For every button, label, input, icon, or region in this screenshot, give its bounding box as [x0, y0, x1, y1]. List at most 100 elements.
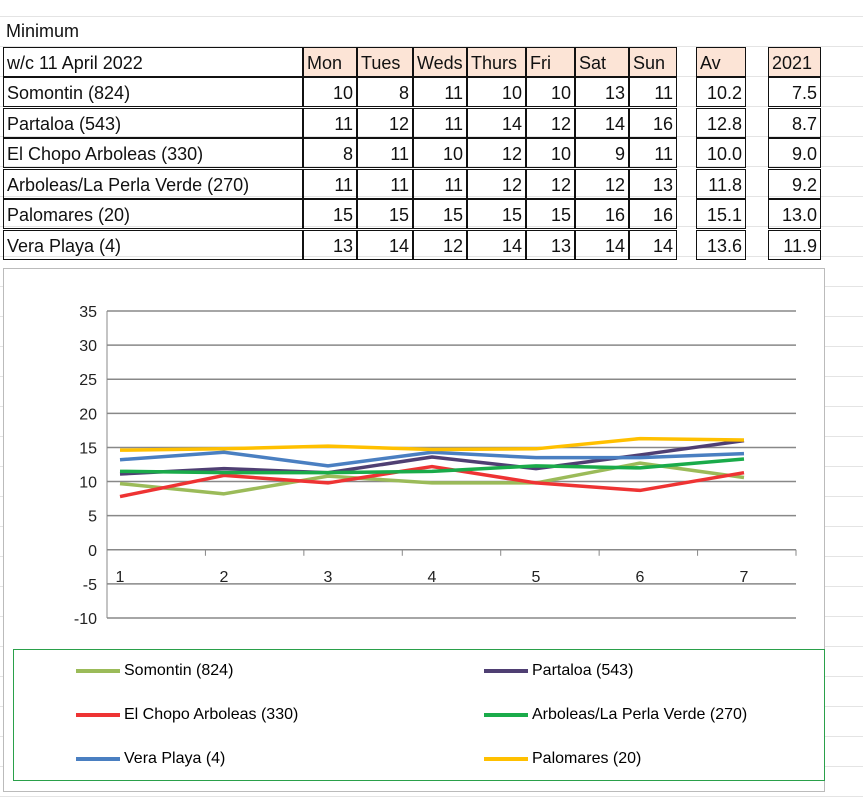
av-header[interactable]: Av [696, 47, 746, 77]
prev-year-value[interactable]: 8.7 [768, 107, 821, 138]
legend-swatch [484, 669, 528, 673]
legend: Somontin (824) Partaloa (543) El Chopo Arb… [13, 649, 825, 781]
legend-item: Vera Playa (4) [76, 750, 225, 768]
legend-item: Arboleas/La Perla Verde (270) [484, 706, 747, 724]
legend-swatch [484, 713, 528, 717]
day-value[interactable]: 10 [526, 77, 575, 107]
week-label[interactable]: w/c 11 April 2022 [3, 47, 303, 77]
day-value[interactable]: 12 [357, 107, 413, 138]
station-name[interactable]: Vera Playa (4) [3, 229, 303, 260]
station-name[interactable]: Palomares (20) [3, 199, 303, 229]
day-header[interactable]: Sun [629, 47, 677, 77]
day-value[interactable]: 11 [303, 107, 357, 138]
legend-item: El Chopo Arboleas (330) [76, 706, 298, 724]
day-value[interactable]: 11 [629, 138, 677, 168]
day-header[interactable]: Tues [357, 47, 413, 77]
day-value[interactable]: 12 [526, 107, 575, 138]
day-value[interactable]: 15 [357, 199, 413, 229]
day-value[interactable]: 14 [575, 107, 629, 138]
y-tick-label: 20 [79, 406, 97, 423]
y-tick-label: -10 [74, 611, 97, 628]
day-value[interactable]: 14 [467, 229, 526, 260]
y-tick-label: 0 [88, 543, 97, 560]
day-value[interactable]: 11 [413, 77, 467, 107]
day-value[interactable]: 10 [467, 77, 526, 107]
legend-item: Partaloa (543) [484, 662, 633, 680]
station-name[interactable]: Somontin (824) [3, 77, 303, 107]
x-tick-label: 5 [532, 569, 541, 586]
station-name[interactable]: Partaloa (543) [3, 107, 303, 138]
day-header[interactable]: Fri [526, 47, 575, 77]
prev-year-value[interactable]: 9.2 [768, 168, 821, 199]
series-line [119, 461, 745, 496]
day-value[interactable]: 16 [629, 199, 677, 229]
legend-item: Somontin (824) [76, 662, 233, 680]
day-value[interactable]: 11 [303, 168, 357, 199]
day-value[interactable]: 11 [357, 168, 413, 199]
average-value[interactable]: 13.6 [696, 229, 746, 260]
day-value[interactable]: 11 [629, 77, 677, 107]
day-value[interactable]: 15 [413, 199, 467, 229]
day-value[interactable]: 10 [303, 77, 357, 107]
day-value[interactable]: 13 [629, 168, 677, 199]
day-value[interactable]: 13 [575, 77, 629, 107]
series-line [119, 464, 745, 499]
day-value[interactable]: 13 [526, 229, 575, 260]
prev-year-value[interactable]: 9.0 [768, 138, 821, 168]
legend-swatch [76, 713, 120, 717]
day-value[interactable]: 14 [575, 229, 629, 260]
average-value[interactable]: 11.8 [696, 168, 746, 199]
day-value[interactable]: 12 [413, 229, 467, 260]
sheet-title[interactable]: Minimum [6, 21, 80, 41]
series-line [119, 438, 745, 476]
day-value[interactable]: 10 [413, 138, 467, 168]
day-value[interactable]: 8 [303, 138, 357, 168]
day-value[interactable]: 10 [526, 138, 575, 168]
day-value[interactable]: 12 [467, 138, 526, 168]
day-header[interactable]: Sat [575, 47, 629, 77]
day-header[interactable]: Mon [303, 47, 357, 77]
day-value[interactable]: 8 [357, 77, 413, 107]
legend-label: El Chopo Arboleas (330) [124, 706, 299, 723]
day-value[interactable]: 14 [357, 229, 413, 260]
prev-year-value[interactable]: 11.9 [768, 229, 821, 260]
y-tick-label: 10 [79, 475, 97, 492]
legend-item: Palomares (20) [484, 750, 641, 768]
day-value[interactable]: 15 [526, 199, 575, 229]
day-value[interactable]: 16 [575, 199, 629, 229]
legend-label: Palomares (20) [532, 750, 642, 767]
day-value[interactable]: 12 [467, 168, 526, 199]
x-tick-label: 7 [740, 569, 749, 586]
day-value[interactable]: 15 [303, 199, 357, 229]
day-value[interactable]: 12 [575, 168, 629, 199]
day-value[interactable]: 14 [629, 229, 677, 260]
legend-label: Somontin (824) [124, 662, 234, 679]
day-value[interactable]: 15 [467, 199, 526, 229]
day-value[interactable]: 14 [467, 107, 526, 138]
day-value[interactable]: 9 [575, 138, 629, 168]
day-value[interactable]: 12 [526, 168, 575, 199]
day-value[interactable]: 16 [629, 107, 677, 138]
day-value[interactable]: 13 [303, 229, 357, 260]
day-header[interactable]: Weds [413, 47, 467, 77]
day-value[interactable]: 11 [413, 168, 467, 199]
station-name[interactable]: Arboleas/La Perla Verde (270) [3, 168, 303, 199]
legend-swatch [484, 757, 528, 761]
prev-year-value[interactable]: 7.5 [768, 77, 821, 107]
day-header[interactable]: Thurs [467, 47, 526, 77]
legend-swatch [76, 757, 120, 761]
prev-year-value[interactable]: 13.0 [768, 199, 821, 229]
average-value[interactable]: 12.8 [696, 107, 746, 138]
x-tick-label: 6 [636, 569, 645, 586]
average-value[interactable]: 10.0 [696, 138, 746, 168]
average-value[interactable]: 10.2 [696, 77, 746, 107]
line-chart: 35 30 25 20 15 10 5 0 -5 -10 1 2 3 4 5 6 7 Somontin (824… [3, 268, 825, 792]
legend-swatch [76, 669, 120, 673]
prev-year-header[interactable]: 2021 [768, 47, 821, 77]
day-value[interactable]: 11 [413, 107, 467, 138]
station-name[interactable]: El Chopo Arboleas (330) [3, 138, 303, 168]
day-value[interactable]: 11 [357, 138, 413, 168]
y-tick-label: 15 [79, 440, 97, 457]
average-value[interactable]: 15.1 [696, 199, 746, 229]
series-line [119, 457, 745, 475]
